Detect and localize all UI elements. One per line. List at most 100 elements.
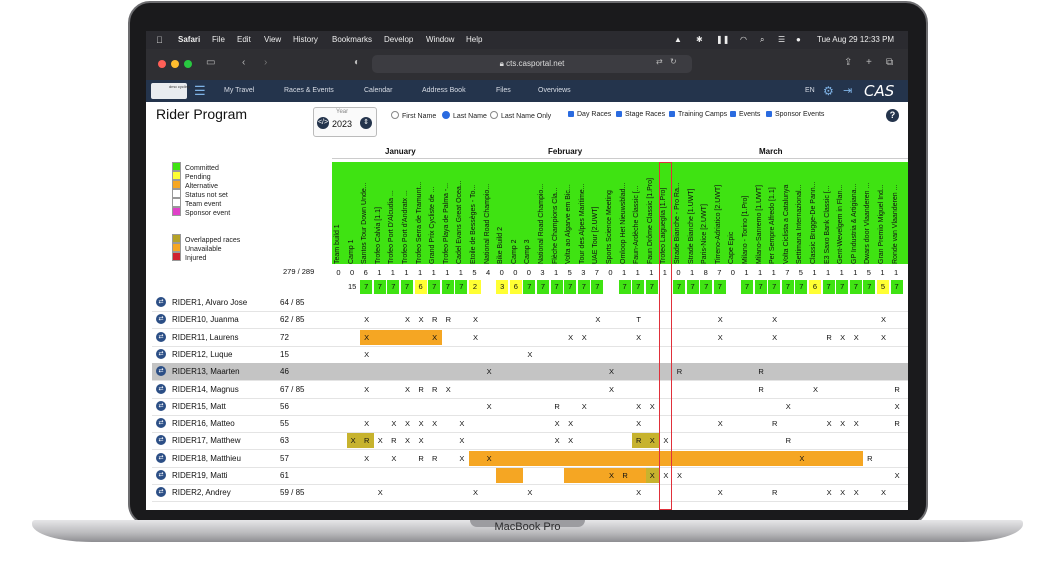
menu-view[interactable]: View — [264, 35, 282, 44]
race-selection-mark[interactable]: X — [608, 367, 614, 377]
race-selection-mark[interactable]: X — [472, 315, 478, 325]
share-icon[interactable]: ⇪ — [844, 57, 853, 68]
rider-profile-icon[interactable]: ⇄ — [156, 452, 166, 463]
rider-row[interactable]: ⇄ RIDER16, Matteo 55 X X X X X X X X X X R X X X R — [152, 415, 908, 434]
forward-icon[interactable]: › — [264, 57, 268, 68]
menu-help[interactable]: Help — [466, 35, 483, 44]
race-selection-mark[interactable]: X — [649, 436, 655, 446]
race-selection-mark[interactable]: X — [826, 419, 832, 429]
race-selection-mark[interactable]: R — [785, 436, 791, 446]
rider-profile-icon[interactable]: ⇄ — [156, 470, 166, 480]
menu-history[interactable]: History — [293, 35, 318, 44]
race-selection-mark[interactable]: X — [391, 453, 397, 463]
race-selection-mark[interactable]: X — [486, 367, 492, 377]
race-selection-mark[interactable]: X — [636, 332, 642, 342]
race-selection-mark[interactable]: X — [364, 349, 370, 359]
race-selection-mark[interactable]: X — [840, 419, 846, 429]
menu-file[interactable]: File — [212, 35, 225, 44]
race-selection-mark[interactable]: X — [894, 471, 900, 480]
race-selection-mark[interactable]: X — [840, 332, 846, 342]
nav-files[interactable]: Files — [496, 87, 511, 94]
new-tab-icon[interactable]: + — [866, 57, 872, 68]
race-selection-mark[interactable]: X — [649, 471, 655, 480]
wifi-icon[interactable]: ◠ — [740, 35, 747, 44]
race-selection-mark[interactable]: X — [391, 419, 397, 429]
rider-profile-icon[interactable]: ⇄ — [156, 331, 166, 342]
race-selection-mark[interactable]: X — [377, 436, 383, 446]
race-column-header[interactable]: Flèche Champions Cla... — [551, 162, 562, 264]
rider-name[interactable]: RIDER16, Matteo — [172, 419, 235, 429]
race-selection-mark[interactable]: R — [771, 419, 778, 429]
race-column-header[interactable]: UAE Tour [2.UWT] — [591, 162, 602, 264]
control-center-icon[interactable]: ☰ — [778, 35, 786, 44]
race-selection-mark[interactable]: X — [404, 436, 410, 446]
rider-row[interactable]: ⇄ RIDER11, Laurens 72 X X X X X X X X R X X X — [152, 329, 908, 347]
pause-icon[interactable]: ❚❚ — [716, 35, 730, 44]
menu-develop[interactable]: Develop — [384, 35, 414, 44]
race-selection-mark[interactable]: X — [445, 384, 451, 394]
race-selection-mark[interactable]: X — [364, 453, 370, 463]
race-column-header[interactable]: Trofeo Serra de Tramunt... — [415, 162, 426, 264]
rider-row[interactable]: ⇄ RIDER14, Magnus 67 / 85 X X R R X X R X R — [152, 381, 908, 399]
race-column-header[interactable]: Faun-Ardèche Classic [... — [632, 162, 643, 264]
rider-row[interactable]: ⇄ RIDER19, Matti 61 X R X X X X — [152, 467, 908, 485]
filter-training-camps[interactable]: Training Camps — [669, 111, 727, 118]
race-column-header[interactable]: Bike Build 2 — [496, 162, 507, 264]
rider-name[interactable]: RIDER17, Matthew — [172, 436, 241, 446]
year-prev-next-icon[interactable]: </> — [317, 117, 329, 129]
race-selection-mark[interactable]: X — [880, 488, 886, 498]
clock[interactable]: Tue Aug 29 12:33 PM — [817, 35, 895, 44]
race-column-header[interactable]: Cape Epic — [727, 162, 738, 264]
rider-name[interactable]: RIDER19, Matti — [172, 471, 228, 480]
translate-icon[interactable]: ⇄ — [656, 57, 663, 66]
rider-name[interactable]: RIDER11, Laurens — [172, 332, 239, 342]
year-stepper-icon[interactable]: ⇕ — [360, 117, 372, 129]
rider-profile-icon[interactable]: ⇄ — [156, 383, 166, 394]
race-selection-mark[interactable]: R — [622, 471, 628, 480]
filter-sponsor-events[interactable]: Sponsor Events — [766, 111, 824, 118]
race-column-header[interactable]: Per Sempre Alfredo [1.1] — [768, 162, 779, 264]
race-selection-mark[interactable]: X — [418, 436, 424, 446]
race-selection-mark[interactable]: X — [459, 436, 465, 446]
race-selection-mark[interactable]: X — [554, 419, 560, 429]
race-column-header[interactable]: Gent-Wevelgem in Flan... — [836, 162, 847, 264]
rider-profile-icon[interactable]: ⇄ — [156, 297, 166, 307]
nav-my-travel[interactable]: My Travel — [224, 87, 255, 94]
race-selection-mark[interactable]: X — [568, 419, 574, 429]
race-selection-mark[interactable]: X — [350, 436, 356, 446]
race-selection-mark[interactable]: X — [404, 315, 410, 325]
race-column-header[interactable]: Faun Drôme Classic [1.Pro] — [646, 162, 657, 264]
menu-window[interactable]: Window — [426, 35, 455, 44]
rider-name[interactable]: RIDER18, Matthieu — [172, 453, 241, 463]
rider-row[interactable]: ⇄ RIDER12, Luque 15 X X — [152, 346, 908, 364]
menu-safari[interactable]: Safari — [178, 35, 201, 44]
race-selection-mark[interactable]: X — [880, 315, 886, 325]
race-selection-mark[interactable]: X — [554, 436, 560, 446]
race-selection-mark[interactable]: R — [431, 384, 438, 394]
nav-calendar[interactable]: Calendar — [364, 87, 393, 94]
race-selection-mark[interactable]: X — [853, 332, 859, 342]
rider-profile-icon[interactable]: ⇄ — [156, 435, 166, 446]
race-selection-mark[interactable]: X — [527, 349, 533, 359]
race-selection-mark[interactable]: X — [663, 471, 669, 480]
race-selection-mark[interactable]: T — [636, 315, 641, 325]
race-selection-mark[interactable]: X — [472, 332, 478, 342]
team-logo[interactable]: dmo cycling — [151, 83, 190, 99]
race-selection-mark[interactable]: X — [459, 453, 465, 463]
race-column-header[interactable]: Milano-Sanremo [1.UWT] — [755, 162, 766, 264]
race-column-header[interactable]: Trofeo Calvia [1.1] — [374, 162, 385, 264]
rider-row[interactable]: ⇄ RIDER2, Andrey 59 / 85 X X X X X R X X X X — [152, 484, 908, 503]
race-column-header[interactable]: Etoile de Bessèges - To... — [469, 162, 480, 264]
race-column-header[interactable]: Cadel Evans Great Ocea... — [455, 162, 466, 264]
race-selection-mark[interactable]: X — [418, 419, 424, 429]
race-column-header[interactable]: Dwars door Vlaanderen ... — [863, 162, 874, 264]
race-selection-mark[interactable]: X — [432, 332, 438, 342]
race-column-header[interactable]: Team build 1 — [333, 162, 344, 264]
race-column-header[interactable]: Trofeo Port D'Alcudia ... — [387, 162, 398, 264]
rider-name[interactable]: RIDER15, Matt — [172, 401, 226, 411]
race-column-header[interactable]: Paris-Nice [2.UWT] — [700, 162, 711, 264]
race-selection-mark[interactable]: R — [894, 419, 900, 429]
race-selection-mark[interactable]: X — [486, 453, 492, 463]
race-column-header[interactable]: Classic Brugge-De Pann... — [809, 162, 820, 264]
race-selection-mark[interactable]: X — [636, 401, 642, 411]
